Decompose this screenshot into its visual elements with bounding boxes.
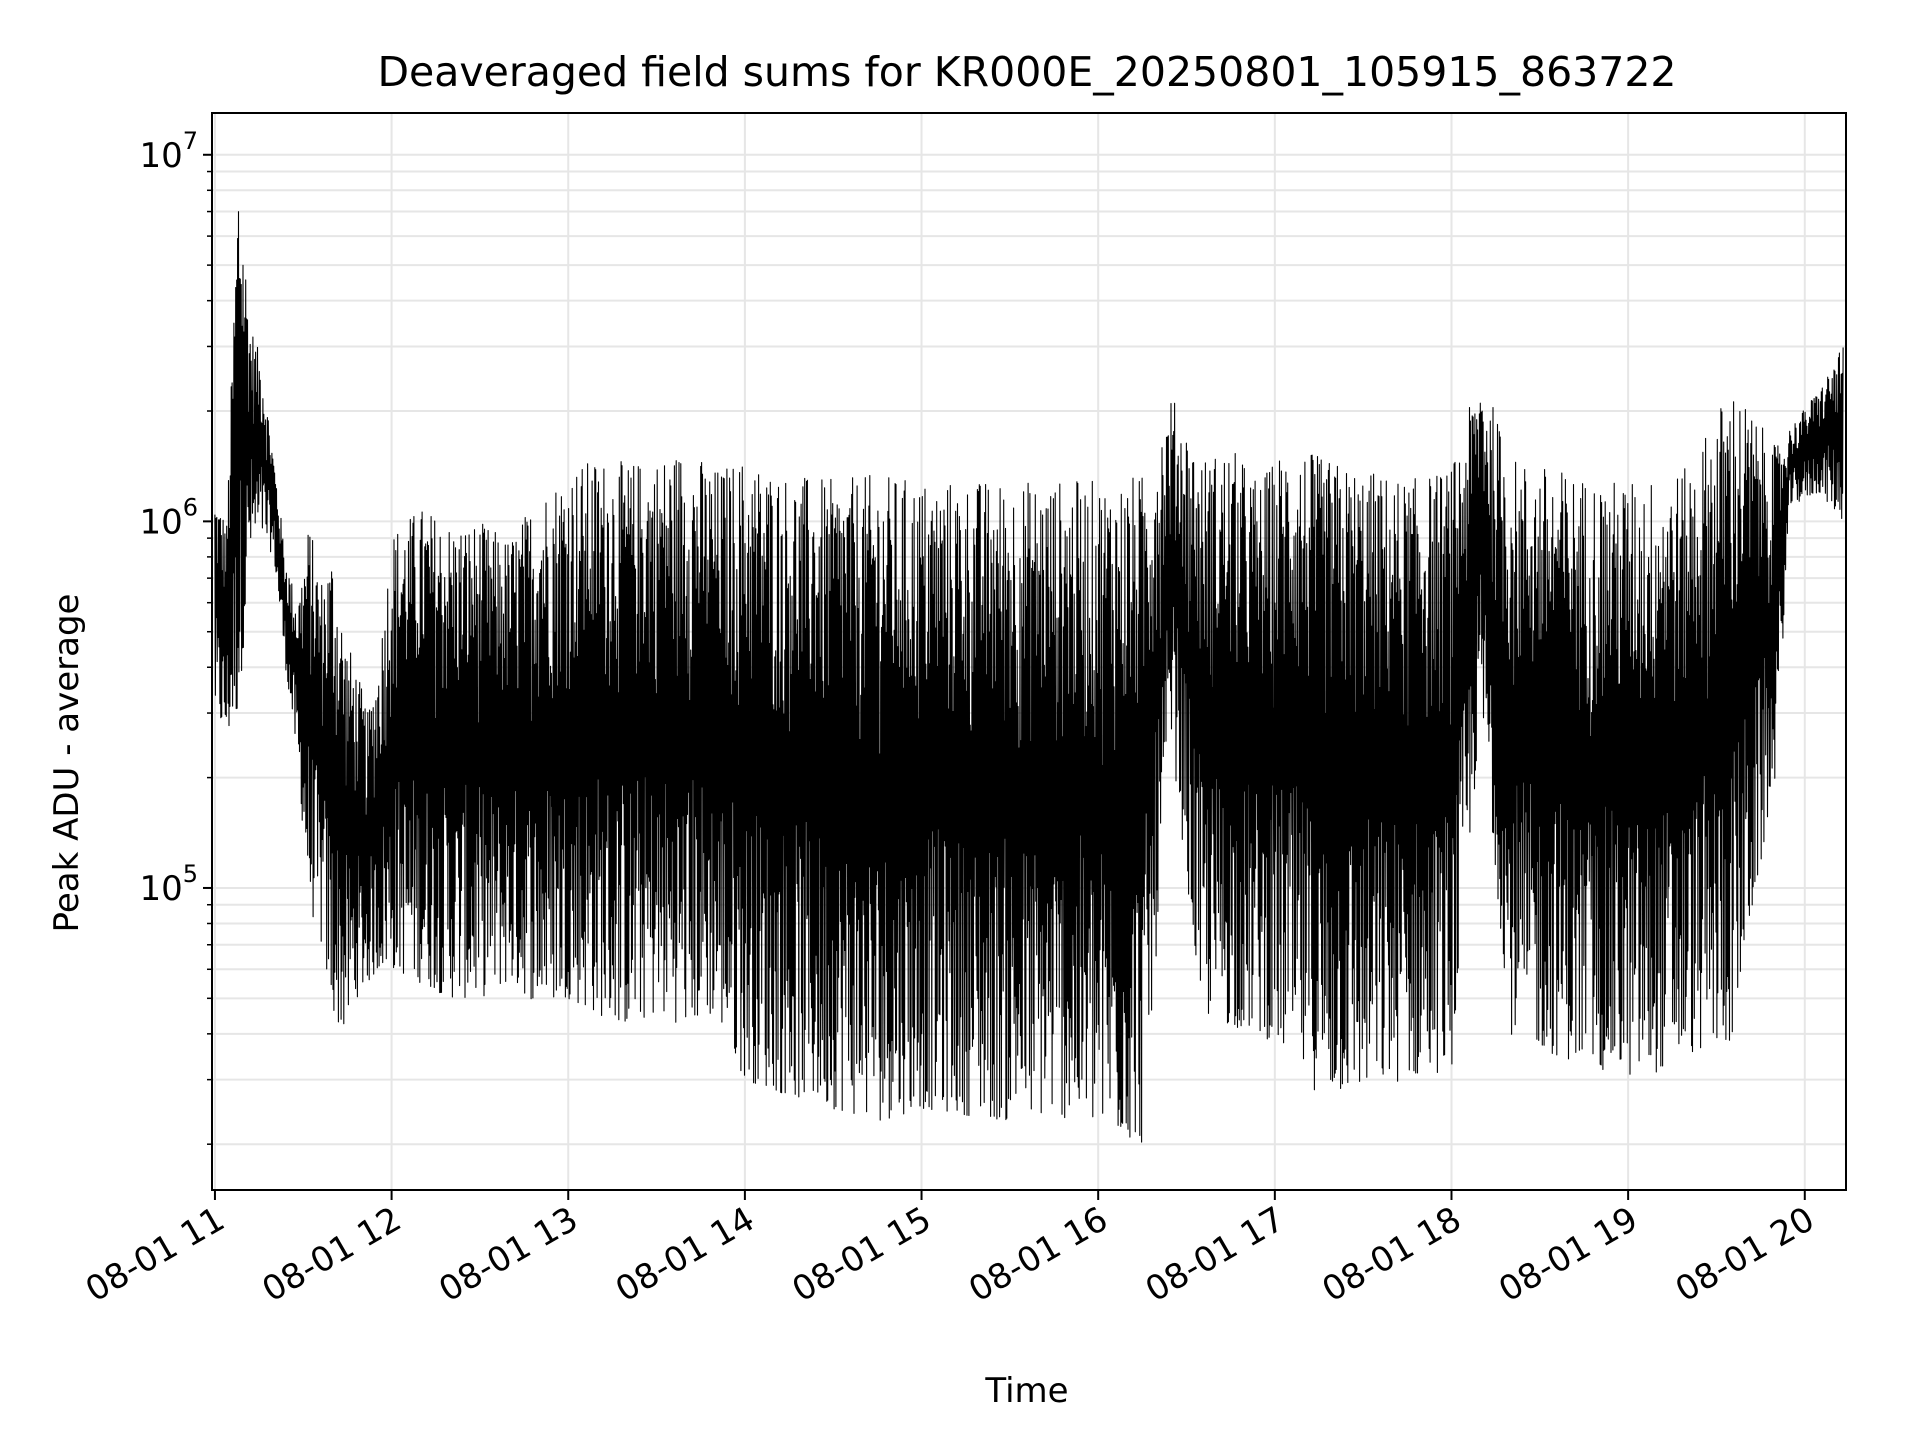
plot-frame xyxy=(211,112,1847,1191)
x-tick-label: 08-01 12 xyxy=(256,1199,408,1310)
x-tick-label: 08-01 16 xyxy=(962,1199,1114,1310)
y-tick-label: 105 xyxy=(139,860,198,909)
x-tick-label: 08-01 19 xyxy=(1492,1199,1644,1310)
x-axis-label: Time xyxy=(984,1371,1068,1411)
series-line xyxy=(214,211,1844,1143)
x-tick-label: 08-01 17 xyxy=(1139,1199,1291,1310)
x-tick-label: 08-01 11 xyxy=(79,1199,231,1310)
x-tick-label: 08-01 15 xyxy=(786,1199,938,1310)
y-axis-label: Peak ADU - average xyxy=(47,594,87,933)
x-tick-label: 08-01 18 xyxy=(1316,1199,1468,1310)
x-tick-label: 08-01 14 xyxy=(609,1199,761,1310)
y-tick-label: 106 xyxy=(139,493,198,542)
y-tick-label: 107 xyxy=(139,127,198,176)
x-axis-ticks: 08-01 11 08-01 12 08-01 13 08-01 14 08-01 15… xyxy=(79,1190,1821,1310)
chart-title: Deaveraged field sums for KR000E_2025080… xyxy=(377,48,1676,96)
x-tick-label: 08-01 13 xyxy=(432,1199,584,1310)
y-axis-ticks: 105 106 107 xyxy=(139,127,212,1145)
x-tick-label: 08-01 20 xyxy=(1669,1199,1821,1310)
series-path xyxy=(214,211,1844,1143)
